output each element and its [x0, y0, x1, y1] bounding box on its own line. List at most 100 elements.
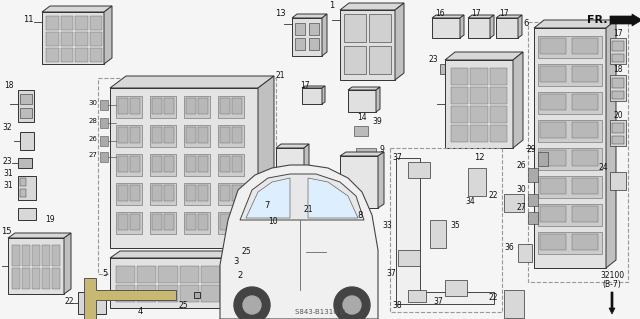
Polygon shape [432, 15, 464, 18]
Polygon shape [304, 144, 309, 200]
Bar [540, 206, 566, 222]
Bar [46, 16, 58, 30]
Bar [356, 148, 376, 164]
Text: 3: 3 [233, 257, 238, 266]
Bar [42, 268, 50, 289]
Bar [152, 98, 162, 114]
Polygon shape [226, 251, 236, 308]
Polygon shape [534, 20, 616, 28]
Bar [528, 22, 628, 282]
Circle shape [234, 287, 270, 319]
Bar [18, 158, 32, 168]
Bar [164, 98, 174, 114]
Bar [20, 178, 26, 186]
Text: 25: 25 [242, 248, 252, 256]
Bar [100, 118, 108, 128]
Bar [110, 258, 226, 308]
Bar [490, 125, 507, 142]
Bar [150, 125, 176, 147]
Bar [295, 38, 305, 50]
Bar [12, 268, 20, 289]
Bar [152, 185, 162, 201]
Bar [408, 162, 430, 178]
Polygon shape [308, 178, 358, 218]
Text: 22: 22 [488, 191, 498, 201]
Bar [198, 127, 208, 143]
Text: 11: 11 [23, 16, 33, 25]
Bar [369, 46, 391, 74]
Bar [32, 245, 40, 266]
Bar [528, 194, 538, 206]
Text: 21: 21 [303, 205, 313, 214]
Bar [159, 266, 178, 283]
Bar [451, 125, 468, 142]
Bar [468, 18, 490, 38]
Bar [430, 220, 446, 248]
Text: 7: 7 [264, 201, 270, 210]
Bar [220, 185, 230, 201]
Bar [186, 214, 196, 230]
Bar [152, 214, 162, 230]
Text: 37: 37 [392, 153, 402, 162]
Text: 31: 31 [3, 182, 13, 190]
Bar [100, 100, 108, 110]
Polygon shape [322, 86, 325, 104]
Bar [130, 185, 140, 201]
Bar [232, 127, 242, 143]
Bar [540, 150, 566, 166]
Text: 19: 19 [45, 216, 55, 225]
Bar [572, 94, 598, 110]
Bar [470, 106, 488, 123]
Polygon shape [104, 6, 112, 64]
Text: 21: 21 [275, 70, 285, 79]
Bar [220, 214, 230, 230]
Bar [572, 206, 598, 222]
Bar [61, 32, 73, 46]
Text: 26: 26 [88, 136, 97, 142]
Bar [90, 16, 102, 30]
Bar [164, 185, 174, 201]
Polygon shape [84, 278, 176, 319]
Bar [32, 268, 40, 289]
Bar [116, 154, 142, 176]
Polygon shape [246, 178, 290, 218]
Bar [218, 125, 244, 147]
Bar [150, 96, 176, 118]
Polygon shape [258, 76, 274, 248]
Text: 5: 5 [102, 270, 108, 278]
Bar [220, 156, 230, 172]
Bar [232, 185, 242, 201]
Bar [118, 156, 128, 172]
Text: 18: 18 [613, 65, 623, 75]
Bar [408, 290, 426, 302]
Bar [12, 245, 20, 266]
Bar [180, 266, 199, 283]
Bar [295, 23, 305, 35]
Bar [612, 123, 624, 133]
Text: 17: 17 [499, 10, 509, 19]
Bar [22, 268, 30, 289]
Bar [445, 60, 513, 148]
Text: 37: 37 [387, 270, 396, 278]
Text: 8: 8 [357, 211, 363, 219]
Bar [98, 78, 276, 274]
Polygon shape [445, 52, 523, 60]
Bar [118, 127, 128, 143]
Polygon shape [42, 6, 112, 12]
Bar [538, 120, 602, 142]
Bar [218, 183, 244, 205]
Bar [292, 18, 322, 56]
Text: FR.: FR. [587, 15, 607, 25]
Bar [344, 14, 366, 42]
Bar [490, 87, 507, 104]
Bar [451, 68, 468, 85]
Bar [610, 38, 626, 64]
Bar [572, 150, 598, 166]
Bar [186, 98, 196, 114]
Polygon shape [460, 15, 464, 38]
Bar [451, 87, 468, 104]
Bar [118, 214, 128, 230]
Bar [348, 90, 376, 112]
Text: 32: 32 [3, 123, 12, 132]
Text: 38: 38 [392, 301, 402, 310]
